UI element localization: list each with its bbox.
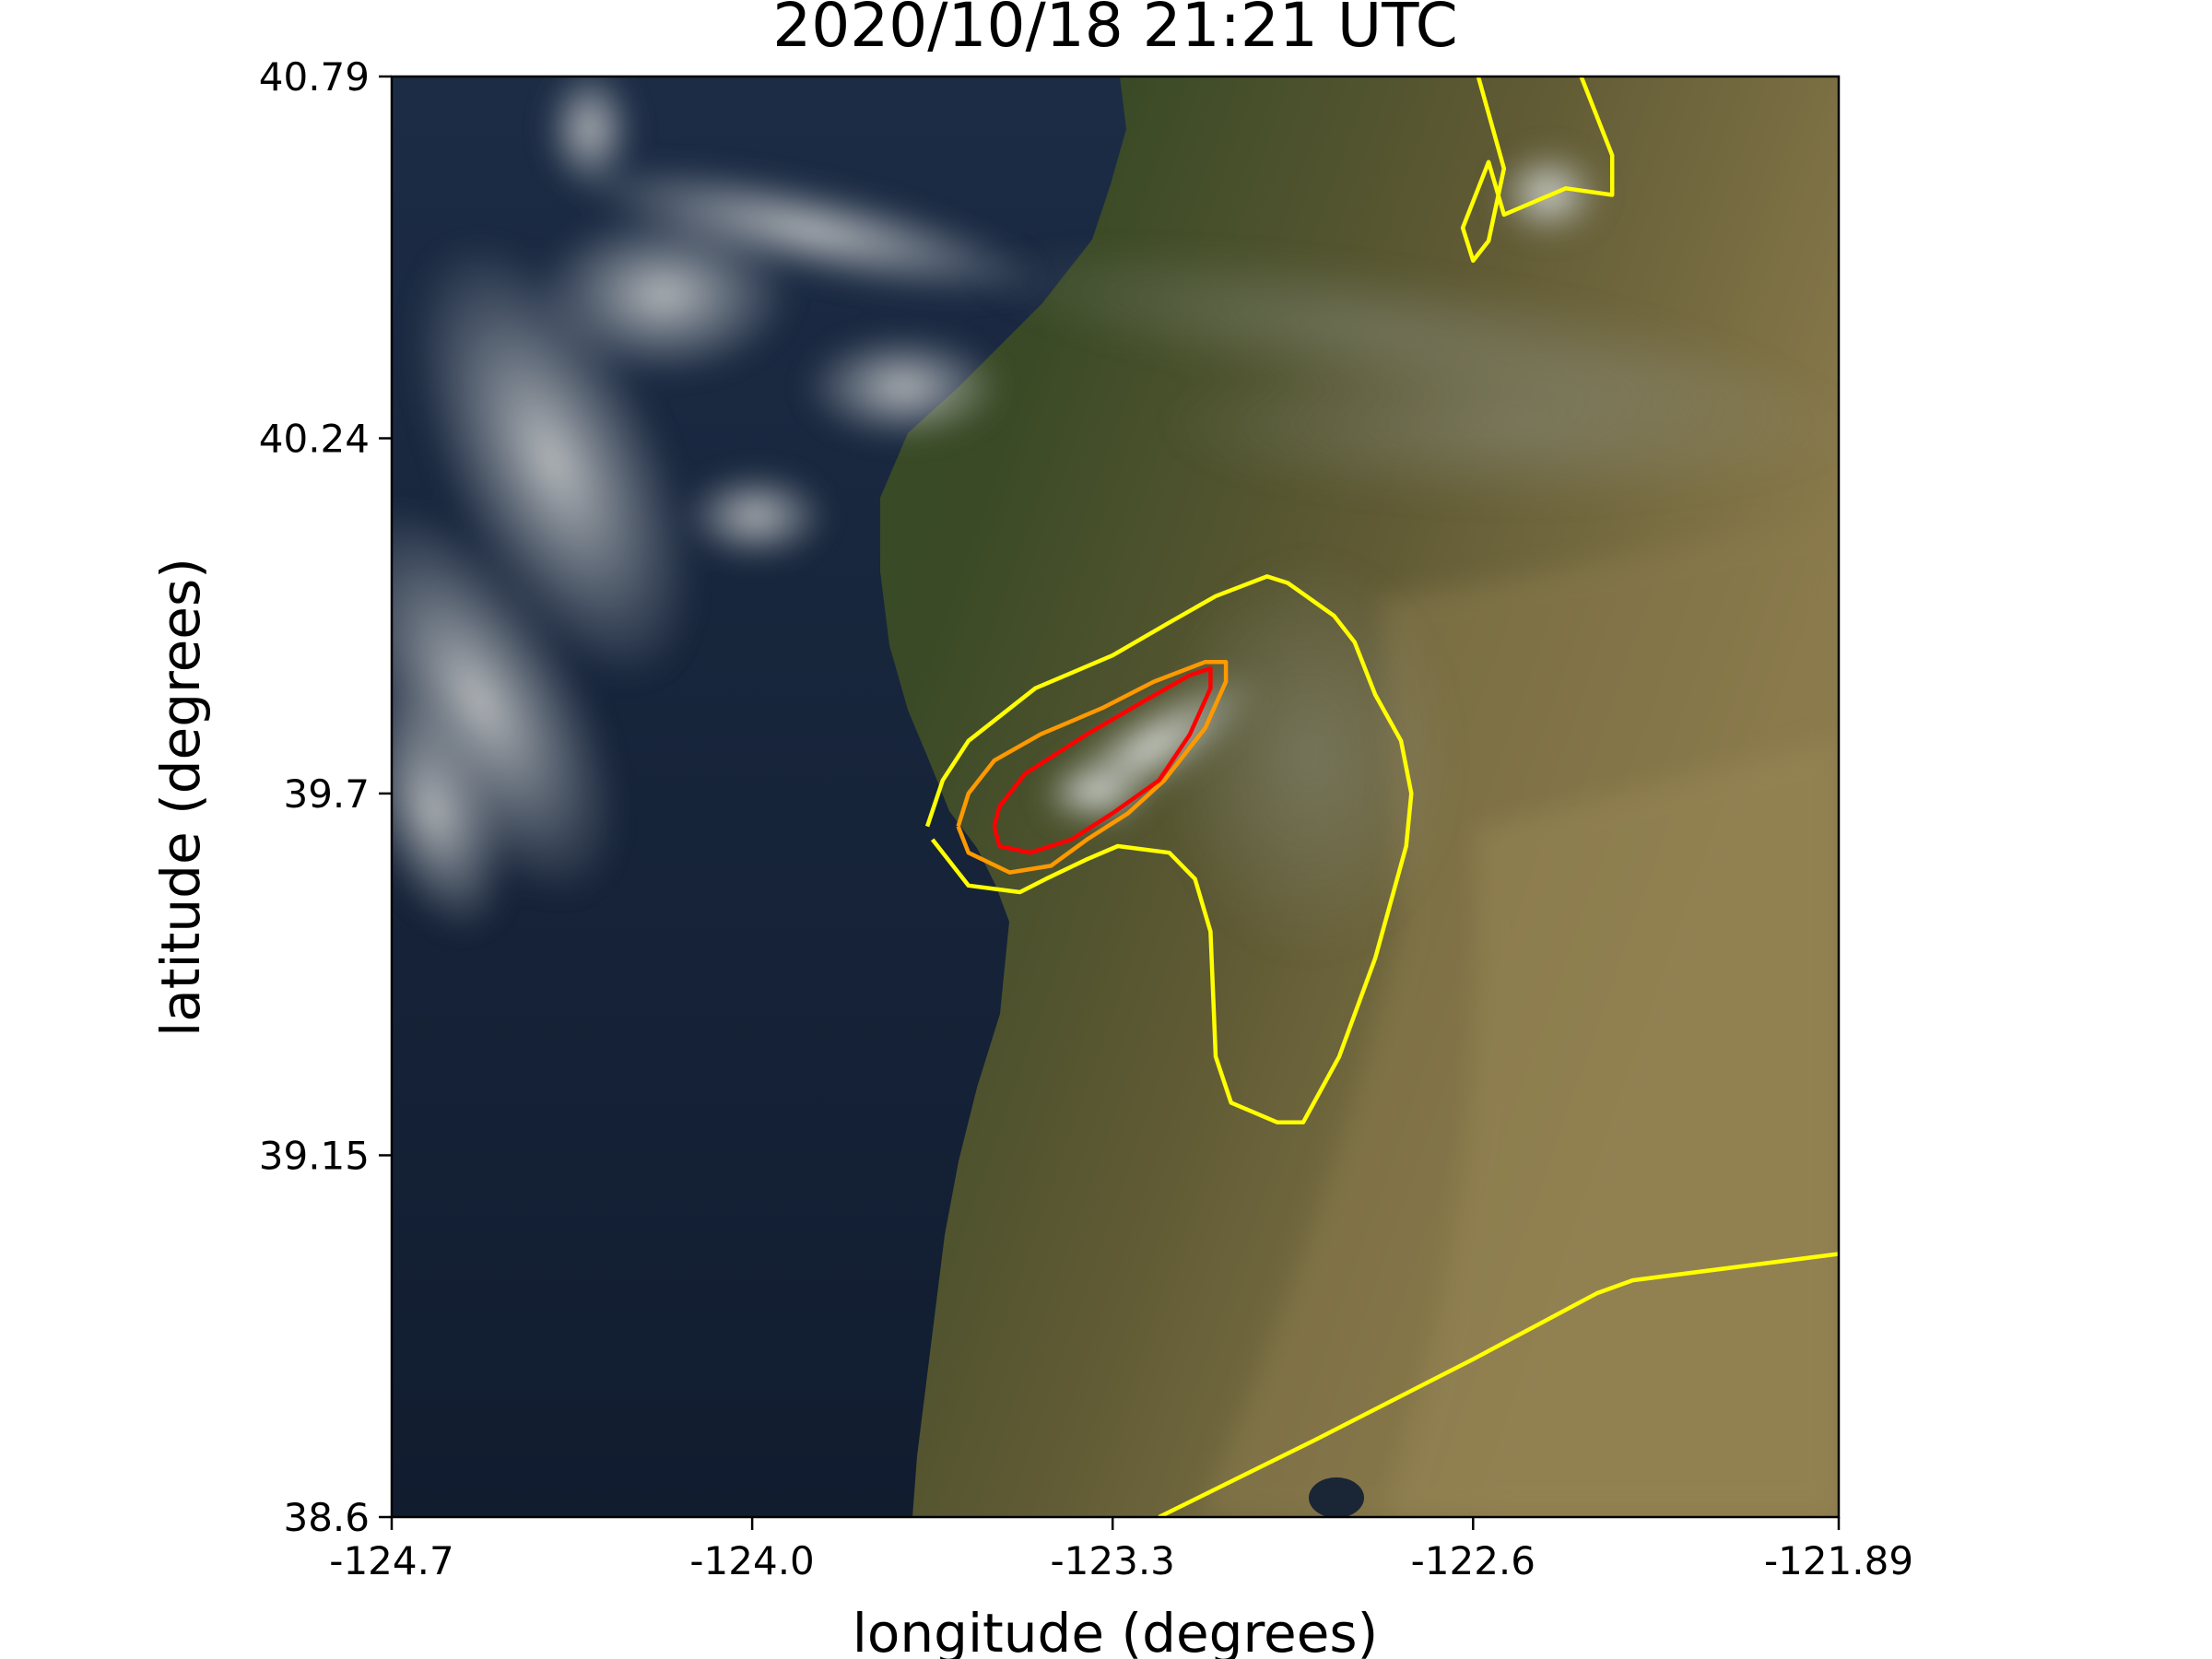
- x-tick-label: -124.7: [329, 1538, 453, 1583]
- y-tick-label: 40.24: [259, 417, 370, 462]
- x-tick-label: -122.6: [1411, 1538, 1535, 1583]
- satellite-image: [392, 76, 1839, 1517]
- contour-outer-1: [924, 574, 1414, 1125]
- y-tick-label: 39.15: [259, 1133, 370, 1178]
- plot-frame: [390, 75, 1841, 1519]
- x-tick-label: -123.3: [1051, 1538, 1175, 1583]
- smoke-haze: [962, 147, 1839, 959]
- contour-mid-2: [956, 659, 1229, 875]
- y-tick-label: 38.6: [283, 1495, 370, 1540]
- x-tick-label: -124.0: [689, 1538, 814, 1583]
- map-title: 2020/10/18 21:21 UTC: [772, 0, 1457, 61]
- dry-valley-region-2: [1382, 737, 1839, 1517]
- x-tick-label: -121.89: [1764, 1538, 1913, 1583]
- smoke-plume: [1040, 669, 1265, 825]
- lake: [1309, 1477, 1364, 1517]
- contour-inner-3: [992, 666, 1213, 855]
- x-axis-ticks: -124.7 -124.0 -123.3 -122.6 -121.89: [329, 1517, 1913, 1583]
- contour-outer-4: [1158, 1252, 1839, 1517]
- x-axis-label: longitude (degrees): [853, 1602, 1378, 1659]
- y-axis-ticks: 40.79 40.24 39.7 39.15 38.6: [259, 54, 392, 1540]
- contour-layer: [924, 76, 1839, 1517]
- y-axis-label: latitude (degrees): [149, 558, 212, 1037]
- y-tick-label: 40.79: [259, 54, 370, 100]
- y-tick-label: 39.7: [283, 771, 370, 817]
- cloud-bands: [392, 76, 1046, 935]
- contour-outer-0: [1460, 76, 1615, 264]
